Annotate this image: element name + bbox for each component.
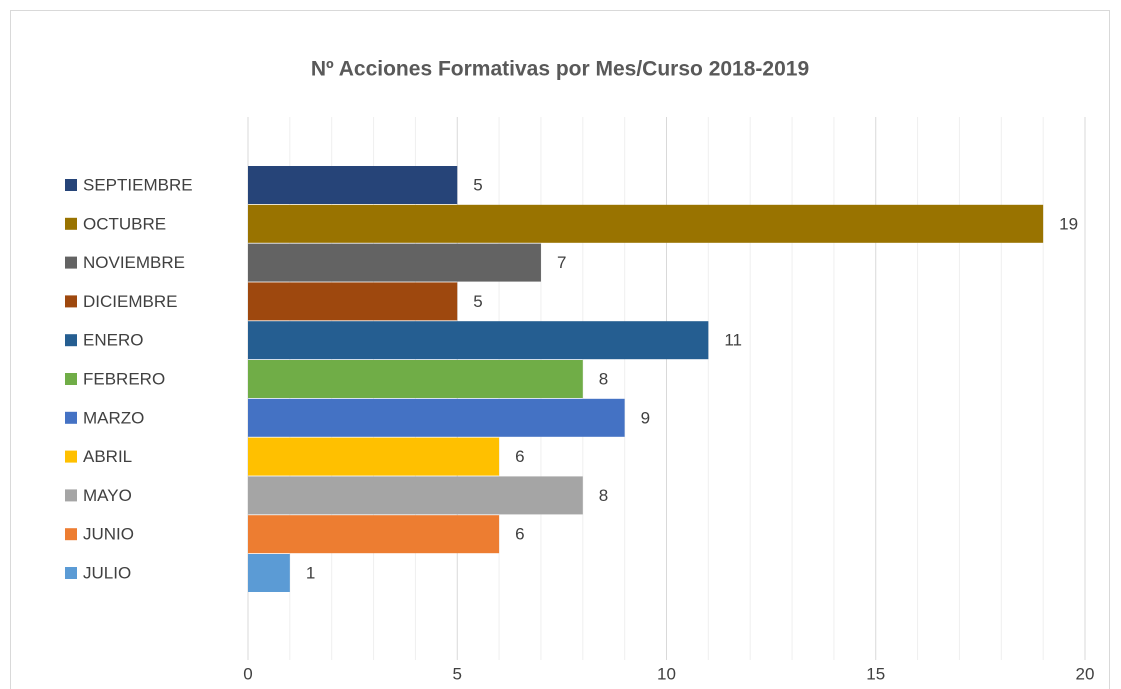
legend-label: MAYO [83, 486, 132, 505]
legend-swatch [65, 489, 77, 502]
legend-label: FEBRERO [83, 369, 165, 388]
legend-swatch [65, 373, 77, 385]
legend-swatch [65, 217, 77, 230]
x-tick-label: 0 [243, 664, 252, 683]
x-tick-label: 20 [1076, 664, 1095, 683]
data-label: 8 [599, 486, 608, 505]
legend-swatch [65, 256, 77, 269]
legend-label: ABRIL [83, 447, 132, 466]
bar [248, 476, 583, 515]
data-label: 11 [724, 331, 742, 350]
legend-swatch [65, 411, 77, 424]
bar [248, 204, 1044, 243]
chart-title: Nº Acciones Formativas por Mes/Curso 201… [311, 58, 809, 81]
legend-label: JUNIO [83, 525, 134, 544]
legend-label: JULIO [83, 563, 131, 582]
x-tick-label: 15 [866, 664, 885, 683]
legend-label: SEPTIEMBRE [83, 175, 193, 194]
bar [248, 282, 458, 321]
data-label: 9 [641, 408, 650, 427]
data-label: 6 [515, 447, 524, 466]
data-label: 7 [557, 253, 566, 272]
legend-label: ENERO [83, 331, 143, 350]
bar [248, 166, 458, 204]
legend-label: DICIEMBRE [83, 292, 177, 311]
bar [248, 398, 625, 437]
legend-label: NOVIEMBRE [83, 253, 185, 272]
bar [248, 243, 541, 282]
bar [248, 321, 709, 360]
legend-swatch [65, 528, 77, 541]
bar [248, 437, 500, 476]
legend-swatch [65, 295, 77, 308]
legend-swatch [65, 450, 77, 463]
bar [248, 554, 290, 592]
legend-label: MARZO [83, 408, 144, 427]
legend-swatch [65, 179, 77, 191]
bar [248, 360, 583, 398]
data-label: 5 [473, 175, 482, 194]
data-label: 1 [306, 563, 315, 582]
data-label: 8 [599, 369, 608, 388]
legend-swatch [65, 334, 77, 347]
data-label: 6 [515, 525, 524, 544]
legend-label: OCTUBRE [83, 214, 166, 233]
x-tick-label: 10 [657, 664, 676, 683]
legend-swatch [65, 567, 77, 579]
data-label: 19 [1059, 214, 1078, 233]
x-tick-label: 5 [453, 664, 462, 683]
data-label: 5 [473, 292, 482, 311]
bar [248, 515, 500, 554]
